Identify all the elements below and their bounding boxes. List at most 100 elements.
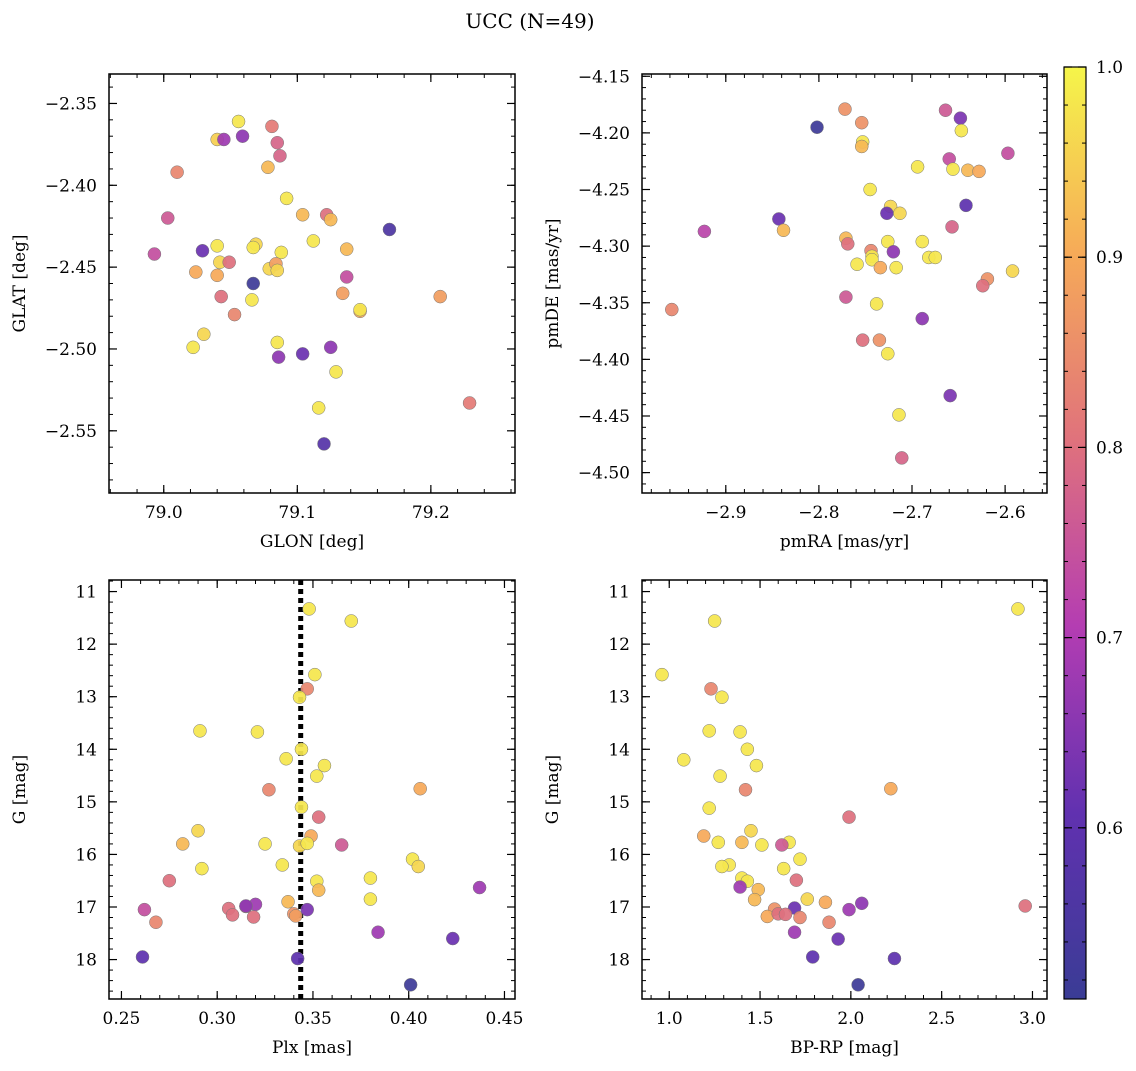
data-point: [308, 667, 322, 682]
data-point: [1018, 899, 1032, 913]
data-point: [872, 333, 887, 347]
data-point: [946, 162, 960, 176]
data-point: [195, 244, 210, 258]
data-point: [893, 206, 907, 221]
data-point: [214, 289, 228, 304]
x-tick-label: 0.45: [486, 1009, 524, 1029]
data-point: [472, 880, 487, 895]
y-tick-label: 15: [75, 793, 97, 813]
data-point: [271, 350, 286, 364]
data-point: [170, 165, 184, 179]
data-point: [135, 950, 150, 964]
data-point: [800, 892, 815, 906]
data-point: [246, 910, 261, 924]
data-point: [945, 220, 959, 234]
data-point: [704, 682, 718, 696]
data-point: [854, 115, 869, 130]
data-point: [889, 260, 903, 275]
data-point: [310, 769, 324, 783]
panel-plx: 0.25 0.30 0.35 0.40 0.45 11 12 13 14 15 16 17 18 Plx …: [10, 579, 524, 1058]
data-point: [892, 408, 906, 422]
data-point: [300, 902, 314, 917]
y-tick-label: 18: [75, 951, 97, 971]
data-point: [270, 335, 285, 350]
y-tick-label: 17: [75, 898, 97, 918]
data-point: [186, 340, 200, 355]
y-tick-label: 14: [75, 740, 97, 760]
x-tick-label: 0.35: [294, 1009, 332, 1029]
axes-frame: [108, 73, 516, 494]
y-tick-label: −4.40: [578, 350, 630, 370]
data-point: [744, 824, 758, 838]
data-point: [1001, 146, 1015, 161]
data-point: [842, 902, 856, 917]
data-point: [910, 160, 925, 174]
y-tick-label: 12: [75, 635, 97, 655]
data-point: [227, 307, 242, 322]
data-point: [292, 690, 307, 704]
data-point: [262, 783, 276, 797]
data-point: [740, 742, 755, 757]
points-cmd: [655, 602, 1032, 992]
data-point: [747, 892, 762, 907]
y-axis-label: G [mag]: [543, 755, 563, 824]
y-tick-label: 15: [608, 793, 630, 813]
x-tick-label: −2.9: [705, 503, 746, 523]
data-point: [279, 191, 294, 206]
x-tick-label: 79.2: [412, 503, 450, 523]
data-point: [217, 132, 231, 147]
data-point: [311, 883, 326, 897]
data-point: [733, 880, 747, 894]
x-tick-label: −2.6: [984, 503, 1025, 523]
data-point: [294, 800, 309, 814]
data-point: [339, 270, 354, 284]
data-point: [275, 858, 290, 872]
x-tick-label: −2.7: [891, 503, 932, 523]
data-point: [323, 340, 338, 355]
data-point: [851, 978, 865, 992]
data-point: [261, 160, 275, 175]
y-tick-label: −4.50: [578, 464, 630, 484]
data-point: [895, 451, 909, 465]
x-tick-label: 1.5: [747, 1009, 774, 1029]
panel-sky: 79.0 79.1 79.2 −2.55 −2.50 −2.45 −2.40 −2.35 GLO…: [10, 73, 516, 552]
data-point: [335, 286, 350, 301]
data-point: [317, 437, 331, 451]
data-point: [839, 290, 853, 304]
data-point: [239, 899, 253, 913]
x-tick-label: 1.0: [656, 1009, 683, 1029]
data-point: [279, 751, 293, 766]
data-point: [880, 206, 894, 221]
data-point: [838, 102, 852, 116]
data-point: [210, 268, 224, 283]
y-tick-label: −4.45: [578, 407, 630, 427]
data-point: [943, 388, 957, 403]
y-tick-label: −4.30: [578, 237, 630, 257]
data-point: [246, 276, 260, 291]
data-point: [334, 838, 349, 852]
data-point: [363, 892, 378, 906]
data-point: [339, 242, 354, 256]
x-tick-label: 2.0: [837, 1009, 864, 1029]
data-point: [881, 346, 895, 361]
data-point: [323, 212, 338, 227]
data-point: [300, 836, 314, 851]
y-tick-label: 11: [75, 583, 97, 603]
data-point: [938, 103, 953, 117]
y-tick-label: 11: [608, 583, 630, 603]
data-point: [446, 931, 460, 946]
data-point: [162, 873, 177, 888]
points-plx: [135, 580, 487, 999]
x-tick-label: −2.8: [798, 503, 839, 523]
data-point: [789, 873, 804, 887]
data-point: [738, 783, 753, 797]
figure-title: UCC (N=49): [465, 9, 594, 33]
data-point: [175, 837, 190, 851]
x-tick-label: 79.1: [278, 503, 316, 523]
data-point: [928, 250, 943, 265]
points-pm: [665, 102, 1020, 465]
data-point: [403, 978, 418, 992]
data-point: [302, 602, 316, 616]
data-point: [954, 123, 969, 138]
